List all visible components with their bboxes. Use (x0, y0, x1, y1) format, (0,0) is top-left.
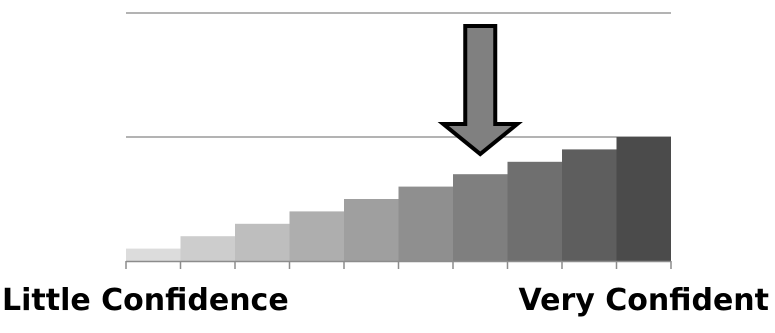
bar-4 (289, 211, 344, 261)
marker-arrow (437, 24, 523, 157)
bar-1 (126, 248, 181, 261)
bars (126, 137, 671, 261)
bar-5 (344, 199, 399, 261)
bar-10 (616, 137, 671, 261)
down-arrow-icon (437, 24, 523, 157)
x-axis (125, 260, 672, 269)
bar-3 (235, 223, 290, 261)
bar-6 (398, 186, 453, 261)
bar-9 (562, 149, 617, 261)
bar-7 (453, 174, 508, 261)
axis-label-left: Little Confidence (2, 283, 289, 318)
axis-label-right: Very Confident (518, 283, 769, 318)
bar-2 (180, 236, 235, 261)
gridlines (126, 12, 671, 138)
bar-8 (507, 161, 562, 261)
